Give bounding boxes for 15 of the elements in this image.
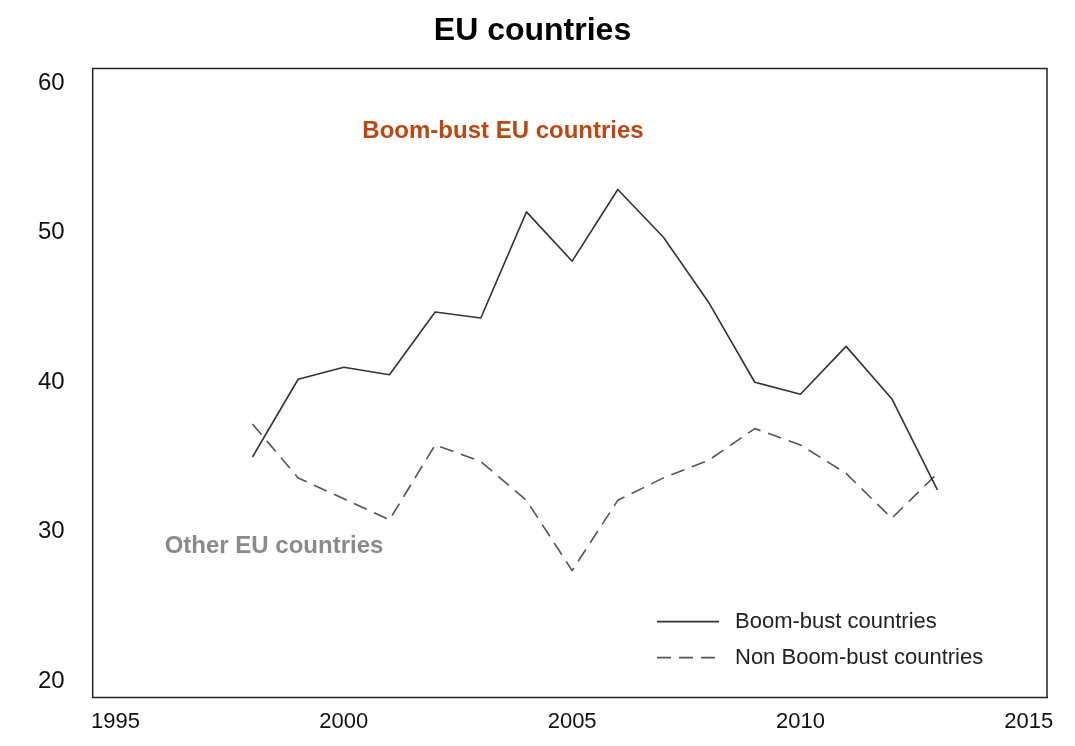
chart-title: EU countries <box>433 11 632 48</box>
y-tick-label: 30 <box>37 516 65 544</box>
x-tick-label: 2005 <box>547 707 597 733</box>
legend-label: Non Boom-bust countries <box>735 643 984 669</box>
y-tick-label: 60 <box>37 67 65 95</box>
y-tick-label: 50 <box>37 217 65 245</box>
annotation: Boom-bust EU countries <box>362 115 644 143</box>
annotation: Other EU countries <box>164 531 384 559</box>
y-tick-label: 40 <box>37 366 65 394</box>
legend-label: Boom-bust countries <box>735 607 937 633</box>
x-tick-label: 1995 <box>91 707 140 733</box>
x-tick-label: 2015 <box>1004 707 1054 733</box>
y-tick-label: 20 <box>37 665 65 693</box>
x-tick-label: 2000 <box>319 707 369 733</box>
x-tick-label: 2010 <box>775 707 825 733</box>
